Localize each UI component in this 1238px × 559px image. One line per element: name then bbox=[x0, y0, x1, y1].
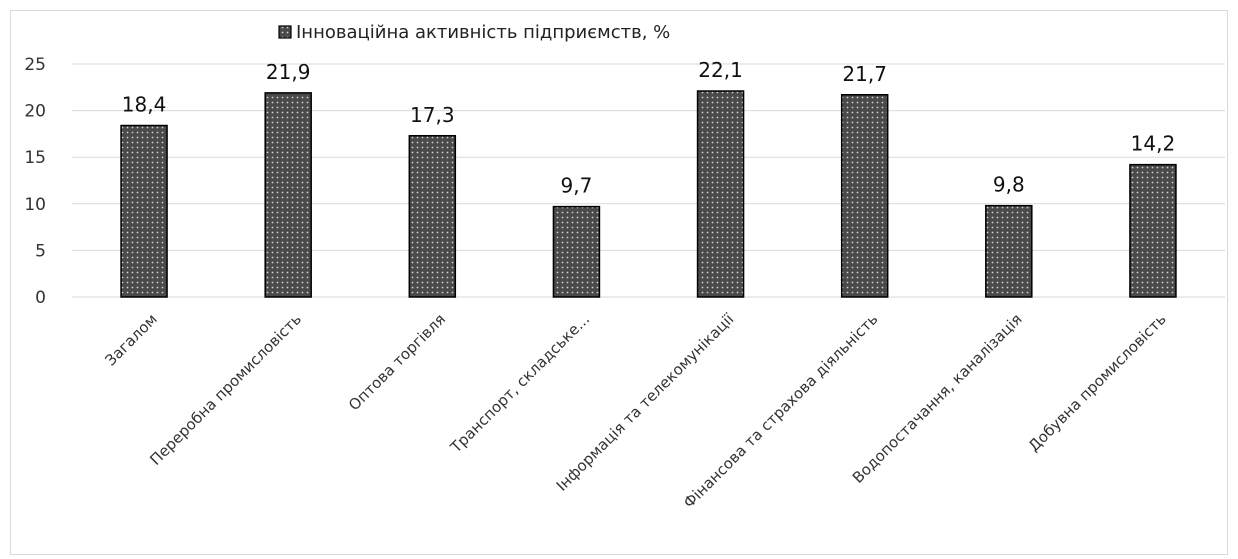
data-label: 9,7 bbox=[561, 174, 593, 198]
x-tick-label: Оптова торгівля bbox=[345, 310, 449, 414]
bar bbox=[1129, 163, 1177, 298]
y-tick-label: 5 bbox=[35, 241, 46, 261]
y-tick-label: 10 bbox=[24, 195, 46, 215]
y-tick-label: 15 bbox=[24, 148, 46, 168]
bar bbox=[120, 124, 168, 298]
bar bbox=[552, 205, 601, 298]
y-tick-label: 20 bbox=[24, 102, 46, 122]
bar bbox=[264, 92, 312, 298]
x-tick-label: Добувна промисловість bbox=[1025, 310, 1170, 455]
bar bbox=[696, 90, 745, 298]
x-tick-label: Водопостачання, каналізація bbox=[849, 310, 1026, 487]
y-axis: 0 5 10 15 20 25 bbox=[24, 55, 46, 308]
bar bbox=[985, 204, 1033, 298]
data-label: 22,1 bbox=[698, 58, 743, 82]
y-tick-label: 0 bbox=[35, 288, 46, 308]
legend-label: Інноваційна активність підприємств, % bbox=[296, 22, 670, 43]
gridlines bbox=[72, 63, 1225, 298]
data-label: 14,2 bbox=[1131, 132, 1176, 156]
x-tick-label: Переробна промисловість bbox=[146, 310, 305, 469]
x-tick-label: Загалом bbox=[102, 310, 161, 369]
y-tick-label: 25 bbox=[24, 55, 46, 75]
data-label: 17,3 bbox=[410, 103, 455, 127]
bar bbox=[840, 94, 889, 298]
bar bbox=[408, 135, 457, 298]
data-label: 21,9 bbox=[266, 60, 311, 84]
legend: Інноваційна активність підприємств, % bbox=[278, 22, 670, 43]
bars bbox=[120, 90, 1177, 298]
x-tick-label: Інформація та телекомунікації bbox=[553, 310, 738, 495]
data-label: 9,8 bbox=[993, 173, 1025, 197]
data-labels: 18,4 21,9 17,3 9,7 22,1 21,7 9,8 14,2 bbox=[122, 58, 1175, 198]
legend-swatch bbox=[278, 25, 292, 39]
x-tick-label: Транспорт, складське... bbox=[446, 310, 593, 457]
data-label: 18,4 bbox=[122, 93, 167, 117]
data-label: 21,7 bbox=[842, 62, 887, 86]
